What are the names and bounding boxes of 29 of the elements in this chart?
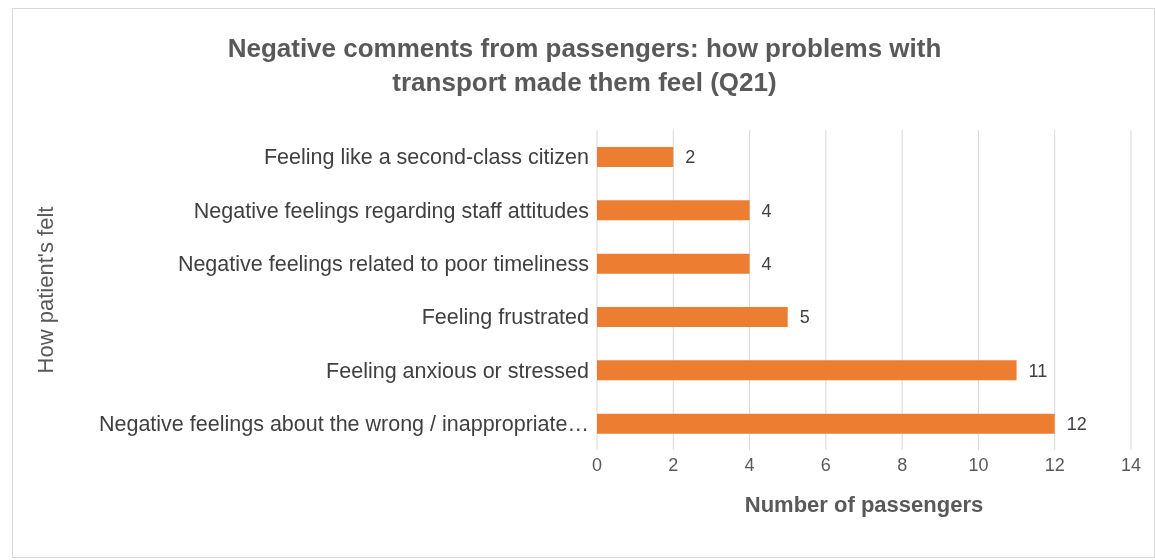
y-tick-label: Feeling anxious or stressed	[326, 358, 589, 383]
y-tick-label: Negative feelings related to poor timeliness	[177, 251, 589, 276]
data-label: 4	[761, 254, 772, 275]
data-label: 2	[685, 147, 696, 168]
x-tick-label: 14	[1120, 454, 1142, 475]
y-tick-label: Feeling like a second-class citizen	[263, 145, 589, 170]
x-axis-title: Number of passengers	[744, 492, 984, 517]
x-tick-label: 2	[668, 454, 679, 475]
bar	[597, 413, 1055, 434]
x-tick-label: 12	[1044, 454, 1065, 475]
x-tick-label: 4	[744, 454, 755, 475]
data-label: 4	[761, 200, 772, 221]
data-label: 12	[1066, 414, 1087, 435]
data-label: 11	[1028, 360, 1048, 381]
x-tick-label: 6	[820, 454, 831, 475]
bar	[597, 253, 750, 274]
y-tick-label: Negative feelings about the wrong / inappropriate…	[98, 411, 589, 436]
x-tick-label: 8	[897, 454, 908, 475]
bar	[597, 307, 788, 327]
data-label: 5	[799, 307, 810, 328]
bar	[597, 360, 1017, 381]
x-tick-label: 0	[591, 454, 603, 475]
chart-title: Negative comments from passengers: how problems with transport made them feel (Q21)	[226, 32, 943, 99]
bar	[597, 200, 750, 221]
x-tick-label: 10	[968, 454, 989, 475]
bar	[597, 147, 674, 167]
y-tick-label: Feeling frustrated	[421, 305, 589, 330]
y-axis-title: How patient's felt	[32, 206, 58, 374]
y-tick-label: Negative feelings regarding staff attitudes	[193, 198, 589, 223]
